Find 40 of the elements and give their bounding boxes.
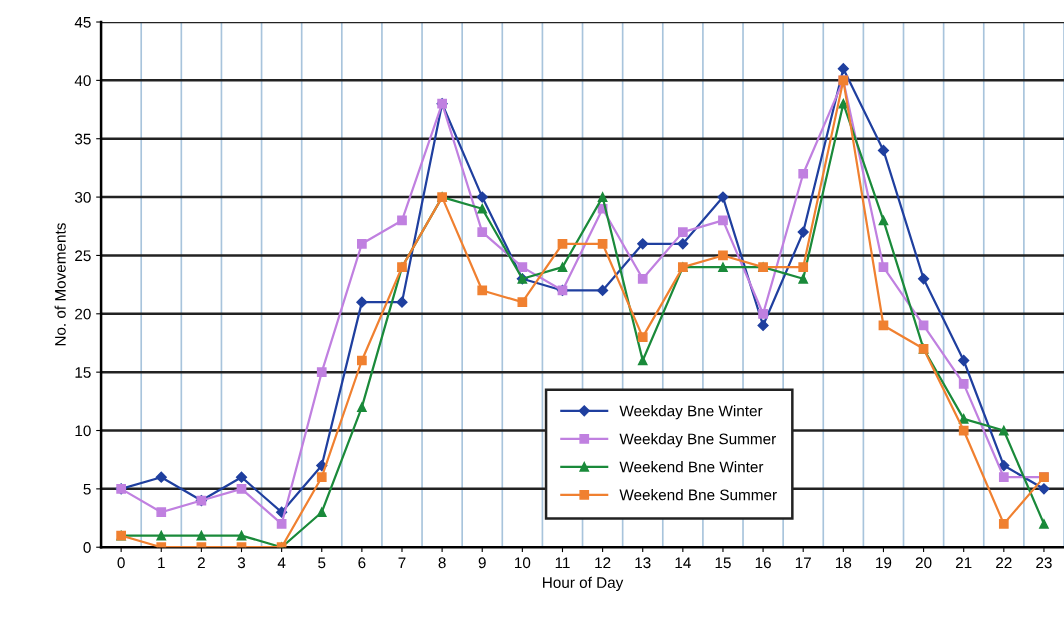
x-tick-label: 8 — [438, 557, 446, 569]
x-tick-label: 12 — [595, 557, 611, 569]
x-tick-label: 4 — [277, 557, 286, 569]
y-tick-label: 35 — [74, 133, 91, 145]
x-tick-label: 17 — [795, 557, 811, 569]
x-tick-label: 5 — [318, 557, 326, 569]
y-tick-label: 20 — [75, 308, 91, 320]
x-tick-label: 14 — [675, 557, 691, 569]
legend-label: Weekend Bne Winter — [619, 461, 764, 473]
x-tick-label: 11 — [555, 557, 570, 569]
x-tick-label: 18 — [836, 557, 852, 569]
x-tick-label: 16 — [755, 557, 771, 569]
x-tick-label: 15 — [715, 557, 731, 569]
y-tick-label: 25 — [75, 250, 91, 262]
y-tick-label: 5 — [83, 483, 91, 495]
x-tick-label: 13 — [635, 557, 651, 569]
x-tick-label: 0 — [117, 557, 125, 569]
x-tick-label: 2 — [197, 557, 205, 569]
y-tick-label: 45 — [74, 17, 91, 28]
x-tick-label: 20 — [915, 557, 932, 569]
y-tick-label: 40 — [74, 75, 91, 87]
x-tick-label: 3 — [237, 557, 246, 569]
x-tick-label: 21 — [955, 557, 972, 569]
x-tick-label: 6 — [358, 557, 366, 569]
x-tick-label: 7 — [398, 557, 406, 569]
x-tick-label: 10 — [515, 557, 531, 569]
y-tick-label: 30 — [74, 191, 91, 203]
y-tick-label: 15 — [75, 367, 91, 378]
y-tick-label: 0 — [83, 542, 91, 553]
x-tick-label: 1 — [158, 557, 165, 569]
y-tick-label: 10 — [75, 425, 91, 437]
legend-label: Weekday Bne Winter — [619, 405, 763, 420]
x-axis-title: Hour of Day — [543, 576, 624, 591]
x-tick-label: 22 — [996, 557, 1012, 569]
legend-label: Weekend Bne Summer — [619, 489, 777, 501]
y-axis-title: No. of Movements — [54, 223, 66, 346]
x-tick-label: 19 — [876, 557, 892, 569]
x-tick-label: 9 — [478, 557, 486, 569]
x-tick-label: 23 — [1036, 557, 1052, 569]
legend-label: Weekday Bne Summer — [619, 433, 776, 448]
